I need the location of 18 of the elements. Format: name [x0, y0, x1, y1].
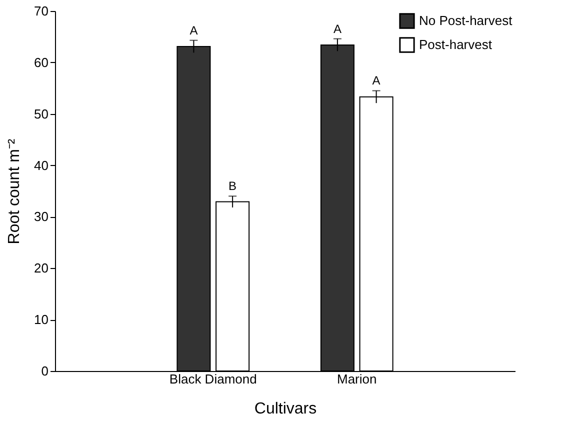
- y-tick-label: 20: [34, 260, 48, 276]
- data-label: B: [228, 179, 237, 194]
- y-tick-label: 30: [34, 209, 48, 224]
- y-tick-label: 0: [41, 364, 48, 378]
- data-label: A: [190, 23, 198, 38]
- data-label: A: [333, 22, 342, 36]
- y-tick-label: 70: [34, 4, 48, 18]
- legend-label: No Post-harvest: [419, 13, 513, 28]
- y-axis-title: Root count m⁻²: [6, 138, 24, 244]
- x-tick-label: Marion: [337, 372, 377, 386]
- y-tick-label: 40: [34, 158, 48, 173]
- x-tick-label: Black Diamond: [169, 372, 257, 386]
- x-axis-title: Cultivars: [254, 400, 317, 418]
- legend-label: Post-harvest: [419, 37, 492, 52]
- y-tick-label: 10: [34, 312, 48, 328]
- y-tick-label: 50: [34, 106, 48, 122]
- y-tick-label: 60: [34, 54, 48, 70]
- data-label: A: [372, 74, 380, 88]
